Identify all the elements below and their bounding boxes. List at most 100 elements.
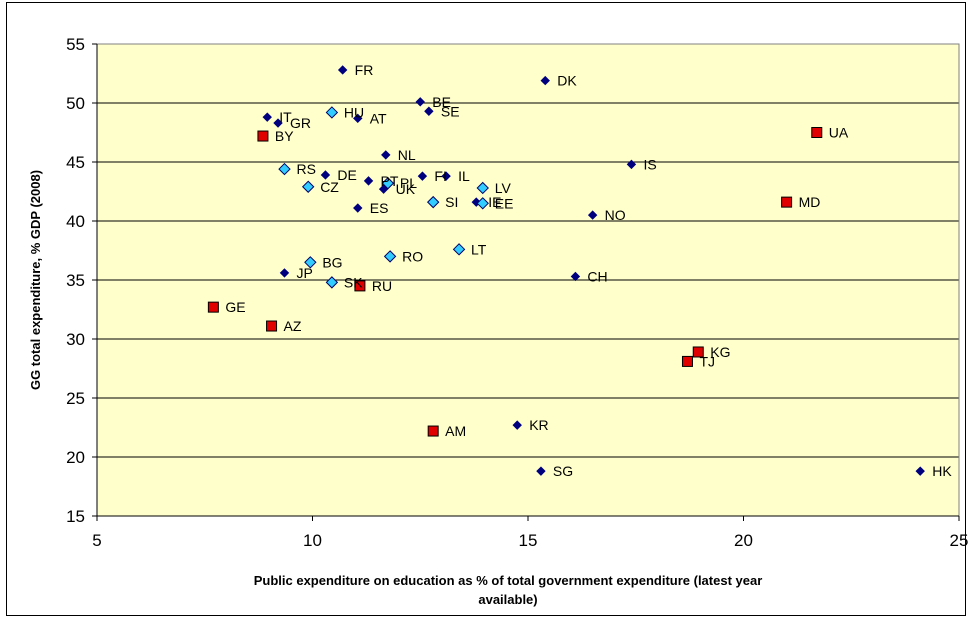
point-label-ie: IE (488, 194, 501, 210)
point-marker-tj (681, 355, 693, 367)
y-tick-label: 35 (66, 271, 85, 290)
point-marker-pl (381, 177, 395, 190)
point-label-sk: SK (344, 274, 363, 290)
point-label-az: AZ (284, 318, 302, 334)
y-tick-label: 55 (66, 35, 85, 54)
point-marker-at (353, 113, 363, 124)
point-label-lt: LT (471, 241, 487, 257)
point-label-ru: RU (372, 278, 392, 294)
point-label-pt: PT (381, 173, 399, 189)
point-marker-by (257, 130, 269, 142)
point-marker-es (353, 203, 363, 213)
point-label-jp: JP (296, 265, 312, 281)
point-label-ge: GE (225, 299, 245, 315)
point-marker-se (424, 106, 434, 116)
point-marker-it (262, 112, 272, 122)
y-tick-label: 20 (66, 448, 85, 467)
x-tick-label: 20 (734, 531, 753, 550)
point-marker-ua (811, 127, 823, 138)
point-marker-ee (476, 197, 489, 210)
point-marker-bg (304, 256, 317, 269)
point-label-si: SI (445, 194, 458, 210)
point-label-rs: RS (296, 161, 315, 177)
x-tick-label: 25 (950, 531, 969, 550)
point-label-am: AM (445, 423, 466, 439)
point-marker-fi (417, 171, 428, 181)
point-label-no: NO (605, 207, 626, 223)
point-label-ee: EE (495, 195, 514, 211)
point-label-tj: TJ (699, 353, 715, 369)
x-axis-title-line-2: available) (478, 592, 537, 607)
point-label-dk: DK (557, 73, 577, 89)
point-marker-no (587, 210, 598, 220)
point-marker-rs (278, 162, 291, 176)
point-label-fr: FR (355, 62, 374, 78)
point-marker-ch (570, 271, 581, 282)
point-label-is: IS (643, 156, 656, 172)
x-tick-label: 15 (519, 531, 538, 550)
point-label-il: IL (458, 168, 470, 184)
point-marker-uk (378, 184, 389, 194)
data-points (207, 65, 925, 476)
x-tick-label: 5 (92, 531, 101, 550)
point-marker-am (427, 425, 439, 437)
point-label-nl: NL (398, 147, 416, 163)
point-label-pl: PL (400, 175, 417, 191)
y-axis-title: GG total expenditure, % GDP (2008) (28, 170, 43, 390)
point-label-fi: FI (434, 168, 446, 184)
point-marker-md (781, 196, 793, 208)
x-axis-title-line-1: Public expenditure on education as % of … (254, 573, 763, 588)
point-marker-az (266, 320, 278, 332)
point-label-bg: BG (322, 254, 342, 270)
point-label-kr: KR (529, 417, 548, 433)
y-tick-label: 15 (66, 507, 85, 526)
point-label-sg: SG (553, 463, 573, 479)
point-marker-gr (273, 118, 283, 128)
point-label-at: AT (370, 110, 387, 126)
point-label-kg: KG (710, 344, 730, 360)
point-label-gr: GR (290, 115, 311, 131)
point-marker-nl (381, 150, 391, 160)
point-marker-de (320, 170, 331, 180)
point-marker-il (441, 171, 451, 181)
point-label-it: IT (279, 109, 292, 125)
point-label-md: MD (799, 194, 821, 210)
point-marker-ro (383, 250, 397, 263)
point-label-lv: LV (495, 180, 512, 196)
point-marker-pt (363, 176, 374, 186)
point-marker-jp (279, 268, 290, 278)
point-label-be: BE (432, 94, 451, 110)
axes (92, 43, 960, 521)
point-label-ua: UA (829, 125, 849, 141)
x-tick-label: 10 (303, 531, 322, 550)
point-label-ro: RO (402, 248, 423, 264)
point-label-hu: HU (344, 104, 364, 120)
point-label-ch: CH (587, 268, 607, 284)
y-tick-label: 30 (66, 330, 85, 349)
point-marker-sg (536, 466, 546, 476)
point-marker-be (415, 97, 425, 107)
point-label-hk: HK (932, 463, 952, 479)
point-marker-lv (476, 181, 489, 195)
y-tick-label: 50 (66, 94, 85, 113)
point-label-cz: CZ (320, 179, 339, 195)
point-label-de: DE (337, 167, 356, 183)
point-marker-dk (540, 75, 550, 86)
point-marker-sk (325, 276, 339, 289)
point-marker-fr (337, 65, 348, 75)
point-marker-ru (354, 280, 366, 292)
point-marker-si (426, 195, 440, 209)
point-marker-kr (512, 420, 522, 430)
y-tick-label: 25 (66, 389, 85, 408)
point-label-uk: UK (396, 181, 416, 197)
point-marker-is (626, 159, 637, 170)
point-marker-cz (301, 180, 315, 193)
y-tick-label: 40 (66, 212, 85, 231)
y-tick-label: 45 (66, 153, 85, 172)
point-label-es: ES (370, 200, 389, 216)
point-marker-kg (692, 346, 704, 358)
point-marker-lt (452, 243, 466, 256)
